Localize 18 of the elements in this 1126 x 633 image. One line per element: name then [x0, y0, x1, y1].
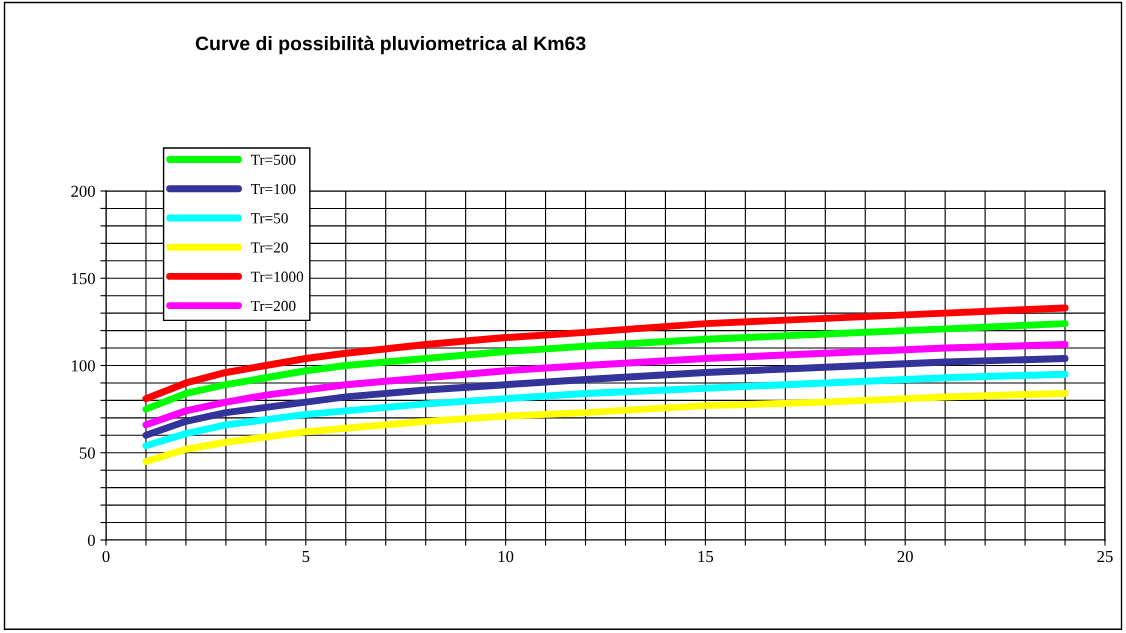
legend-label: Tr=50 [250, 213, 288, 224]
y-tick-label: 0 [87, 534, 95, 546]
x-tick-label: 25 [1097, 550, 1113, 563]
legend-label: Tr=20 [250, 242, 288, 253]
legend-label: Tr=500 [250, 154, 296, 165]
y-tick-label: 100 [72, 360, 95, 372]
legend-label: Tr=100 [250, 183, 296, 195]
y-tick-label: 150 [72, 272, 95, 285]
legend-label: Tr=1000 [250, 271, 304, 282]
legend-label: Tr=200 [250, 300, 296, 312]
y-tick-label: 200 [71, 185, 95, 197]
y-tick-label: 50 [79, 447, 95, 459]
x-tick-label: 0 [102, 550, 110, 563]
x-tick-label: 10 [498, 550, 514, 563]
chart-title: Curve di possibilità pluviometrica al Km63 [195, 35, 586, 55]
x-tick-label: 5 [302, 551, 310, 563]
x-tick-label: 20 [897, 550, 913, 563]
x-tick-label: 15 [698, 550, 714, 563]
